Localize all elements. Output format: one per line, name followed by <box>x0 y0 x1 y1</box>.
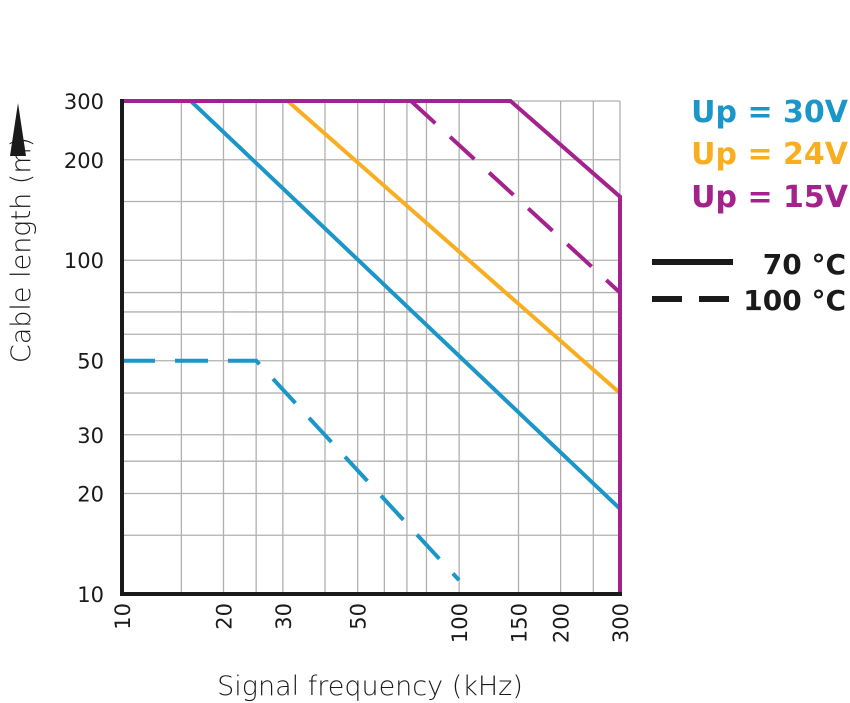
y-tick-label: 300 <box>64 90 104 114</box>
series-up24-70 <box>286 99 622 395</box>
legend: Up = 30V Up = 24V Up = 15V 70 °C 100 °C <box>652 95 849 317</box>
y-tick-label: 20 <box>77 483 104 507</box>
axes <box>120 99 622 596</box>
y-axis-arrow-icon <box>10 103 26 156</box>
x-tick-label: 20 <box>212 603 236 630</box>
x-tick-label: 50 <box>347 603 371 630</box>
series-lines <box>122 99 622 594</box>
legend-100c: 100 °C <box>743 284 846 317</box>
x-axis-title: Signal frequency (kHz) <box>217 671 523 702</box>
x-tick-label: 100 <box>448 603 472 643</box>
series-up30-70 <box>122 99 622 511</box>
y-tick-label: 50 <box>77 350 104 374</box>
series-up15-100 <box>409 99 622 295</box>
y-tick-label: 10 <box>77 583 104 607</box>
x-tick-label: 150 <box>508 603 532 643</box>
legend-70c: 70 °C <box>763 248 846 281</box>
y-tick-label: 30 <box>77 424 104 448</box>
y-axis-title: Cable length (m) <box>6 137 37 363</box>
y-tick-labels: 10 20 30 50 100 200 300 <box>64 90 104 607</box>
y-tick-label: 100 <box>64 249 104 273</box>
x-tick-label: 200 <box>550 603 574 643</box>
x-tick-labels: 10 20 30 50 100 150 200 300 <box>111 603 633 643</box>
legend-up24: Up = 24V <box>691 137 849 172</box>
y-tick-label: 200 <box>64 149 104 173</box>
x-tick-label: 300 <box>609 603 633 643</box>
grid-lines <box>121 100 621 595</box>
x-tick-label: 10 <box>111 603 135 630</box>
series-up15-70 <box>122 99 622 594</box>
series-up30-100 <box>122 358 461 582</box>
legend-up30: Up = 30V <box>691 95 849 130</box>
x-tick-label: 30 <box>272 603 296 630</box>
legend-up15: Up = 15V <box>691 180 849 215</box>
